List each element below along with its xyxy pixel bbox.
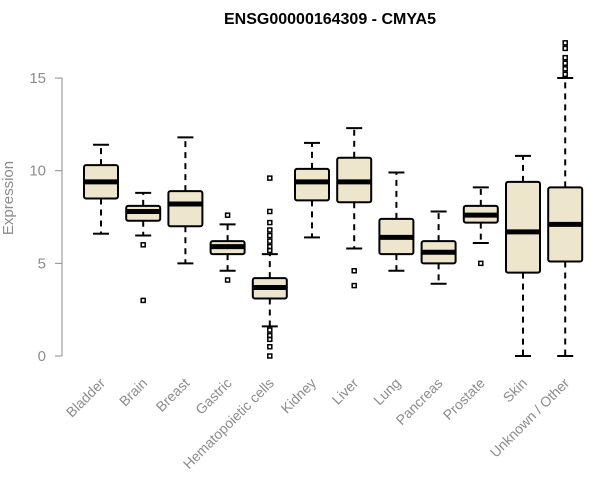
outlier-point bbox=[351, 268, 357, 274]
x-tick-label: Kidney bbox=[278, 375, 320, 417]
box-group bbox=[505, 154, 541, 357]
outlier-point bbox=[267, 238, 273, 244]
outlier-point bbox=[562, 54, 568, 61]
outlier-point bbox=[267, 343, 273, 350]
box bbox=[167, 190, 204, 228]
chart-title: ENSG00000164309 - CMYA5 bbox=[224, 11, 436, 28]
x-tick-label: Liver bbox=[329, 375, 362, 408]
outlier-point bbox=[562, 66, 568, 72]
y-axis-label: Expression bbox=[0, 161, 17, 235]
outlier-point bbox=[267, 336, 273, 343]
x-tick-label: Lung bbox=[370, 375, 403, 408]
box-group bbox=[209, 212, 246, 283]
box-group bbox=[336, 127, 373, 289]
box-group bbox=[83, 143, 119, 235]
outlier-point bbox=[267, 175, 273, 181]
x-tick-label: Unknown / Other bbox=[487, 375, 573, 461]
box-group bbox=[420, 210, 457, 285]
boxes-layer bbox=[83, 40, 584, 359]
outlier-point bbox=[267, 219, 273, 226]
outlier-point bbox=[562, 40, 568, 46]
y-axis: 0 5 10 15 bbox=[29, 70, 63, 365]
outlier-point bbox=[562, 45, 568, 52]
x-tick-label: Breast bbox=[153, 375, 193, 415]
x-tick-label: Skin bbox=[500, 375, 531, 406]
outlier-point bbox=[267, 353, 273, 359]
y-tick-label: 0 bbox=[38, 348, 46, 365]
outlier-point bbox=[478, 260, 484, 267]
y-tick-label: 5 bbox=[38, 255, 46, 272]
y-tick-label: 10 bbox=[29, 163, 46, 180]
outlier-point bbox=[224, 277, 231, 283]
y-tick-label: 15 bbox=[29, 70, 46, 87]
box bbox=[505, 180, 541, 274]
outlier-point bbox=[267, 227, 273, 233]
box-group bbox=[125, 191, 162, 304]
outlier-point bbox=[267, 327, 273, 333]
box-group bbox=[547, 40, 584, 357]
outlier-point bbox=[224, 212, 231, 218]
box-group bbox=[251, 175, 288, 359]
box-group bbox=[294, 141, 330, 239]
x-tick-label: Prostate bbox=[440, 375, 488, 423]
outlier-point bbox=[140, 297, 146, 304]
outlier-point bbox=[267, 232, 273, 239]
box-group bbox=[378, 171, 415, 272]
box-group bbox=[462, 186, 499, 267]
outlier-point bbox=[562, 71, 568, 78]
outlier-point bbox=[267, 208, 273, 215]
box bbox=[294, 167, 330, 202]
x-tick-label: Pancreas bbox=[393, 375, 446, 428]
outlier-point bbox=[140, 242, 146, 248]
outlier-point bbox=[267, 247, 273, 254]
x-tick-label: Bladder bbox=[63, 375, 109, 421]
box-group bbox=[167, 136, 204, 265]
outlier-point bbox=[351, 282, 357, 289]
outlier-point bbox=[562, 60, 568, 66]
x-tick-label: Brain bbox=[116, 375, 150, 409]
